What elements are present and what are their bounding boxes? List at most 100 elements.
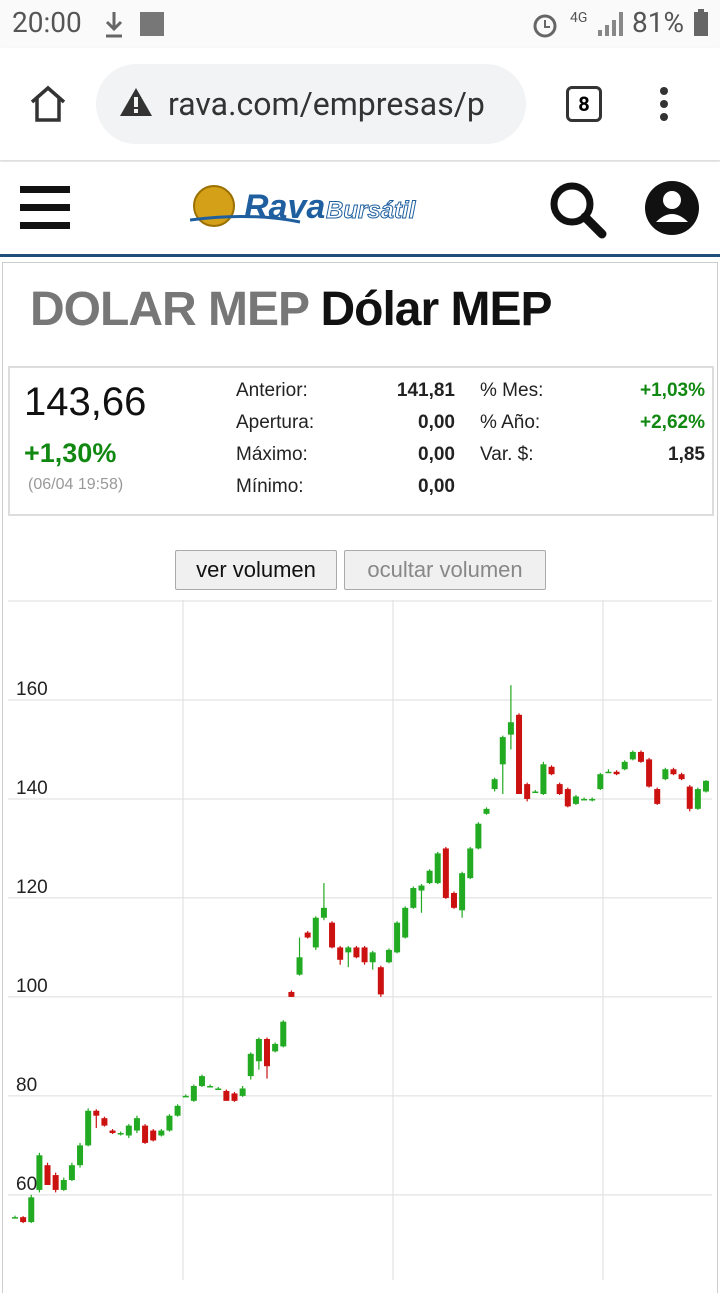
candle-body <box>377 967 384 995</box>
stat-value: 1,85 <box>668 444 705 465</box>
stat-label: Anterior: <box>236 380 308 401</box>
page-title: DOLAR MEP Dólar MEP <box>30 282 553 337</box>
candle-body <box>467 848 474 879</box>
candle-body <box>52 1175 59 1190</box>
candle-body <box>646 759 653 787</box>
candle-body <box>483 808 490 814</box>
candle-body <box>581 798 588 801</box>
candle-body <box>532 791 539 794</box>
candle-body <box>442 848 449 898</box>
stat-value: +1,03% <box>640 380 705 401</box>
stat-label: Apertura: <box>236 412 315 433</box>
candle-body <box>540 764 547 795</box>
candle-body <box>434 853 441 884</box>
candle-body <box>353 947 360 958</box>
candle-body <box>207 1085 214 1088</box>
candle-body <box>491 779 498 790</box>
tab-count[interactable]: 8 <box>566 86 602 122</box>
candle-body <box>670 769 677 775</box>
candle-body <box>272 1043 279 1052</box>
y-tick-label: 100 <box>16 976 48 997</box>
candle-body <box>329 922 336 948</box>
candle-body <box>109 1130 116 1134</box>
candle-body <box>231 1093 238 1101</box>
candle-body <box>198 1076 205 1086</box>
candle-body <box>158 1130 165 1136</box>
hide-volume-button[interactable]: ocultar volumen <box>344 550 546 590</box>
search-button[interactable] <box>548 180 608 240</box>
candle-body <box>572 796 579 804</box>
candle-body <box>77 1145 84 1166</box>
show-volume-button[interactable]: ver volumen <box>175 550 337 590</box>
url-text: rava.com/empresas/p <box>168 85 485 123</box>
y-tick-label: 160 <box>16 679 48 700</box>
stat-label: Mínimo: <box>236 476 304 497</box>
candle-body <box>516 714 523 795</box>
candle-body <box>182 1095 189 1098</box>
hamburger-menu[interactable] <box>20 186 70 230</box>
candle-body <box>524 784 531 799</box>
candle-body <box>150 1130 157 1141</box>
candle-body <box>28 1197 35 1223</box>
stat-value: 0,00 <box>418 444 455 465</box>
logo-sub: Bursátil <box>326 197 417 224</box>
candle-body <box>678 774 685 780</box>
candle-body <box>475 823 482 849</box>
candle-body <box>101 1118 108 1126</box>
candle-body <box>507 722 514 735</box>
candle-body <box>597 774 604 790</box>
candle-body <box>296 957 303 975</box>
quote-time: (06/04 19:58) <box>28 476 124 493</box>
url-bar[interactable]: rava.com/empresas/p <box>96 64 526 144</box>
candle-body <box>117 1133 124 1135</box>
candle-body <box>361 947 368 963</box>
candle-body <box>190 1085 197 1101</box>
signal-icon <box>598 12 623 36</box>
candle-body <box>36 1155 43 1190</box>
stat-value: 0,00 <box>418 476 455 497</box>
candle-body <box>450 892 457 908</box>
candle-body <box>68 1165 75 1181</box>
stat-value: 0,00 <box>418 412 455 433</box>
candle-body <box>703 780 709 792</box>
candle-body <box>402 907 409 938</box>
candle-body <box>304 932 311 938</box>
candle-body <box>133 1118 140 1131</box>
candle-body <box>44 1165 51 1185</box>
site-header: Rava Bursátil <box>0 162 720 257</box>
candle-body <box>247 1053 254 1077</box>
candle-body <box>85 1110 92 1146</box>
y-tick-label: 80 <box>16 1075 37 1096</box>
stat-value: +2,62% <box>640 412 705 433</box>
candle-body <box>654 789 661 804</box>
candle-body <box>369 952 376 963</box>
candle-body <box>418 885 425 891</box>
candle-body <box>605 771 612 774</box>
battery-icon <box>694 9 708 36</box>
candle-body <box>410 888 417 908</box>
candle-body <box>613 771 620 775</box>
y-tick-label: 120 <box>16 877 48 898</box>
status-icons <box>105 12 164 38</box>
candle-body <box>426 870 433 884</box>
candle-body <box>166 1115 173 1131</box>
alarm-icon <box>533 14 557 38</box>
logo-text: Rava <box>244 188 325 226</box>
candle-body <box>12 1217 18 1219</box>
candle-body <box>499 737 506 765</box>
candle-body <box>174 1105 181 1116</box>
candle-body <box>223 1090 230 1101</box>
candle-body <box>264 1038 271 1067</box>
account-button[interactable] <box>644 180 700 236</box>
logo[interactable]: Rava Bursátil <box>190 182 440 232</box>
candle-body <box>20 1217 27 1223</box>
candlestick-chart: 60 80 100 120 140 160 <box>8 600 712 1280</box>
candle-body <box>320 907 327 918</box>
candle-body <box>288 991 295 997</box>
candle-body <box>621 761 628 770</box>
stat-label: Máximo: <box>236 444 308 465</box>
candle-body <box>280 1021 287 1047</box>
home-button[interactable] <box>28 84 68 124</box>
candle-body <box>637 751 644 762</box>
menu-button[interactable] <box>656 86 672 126</box>
